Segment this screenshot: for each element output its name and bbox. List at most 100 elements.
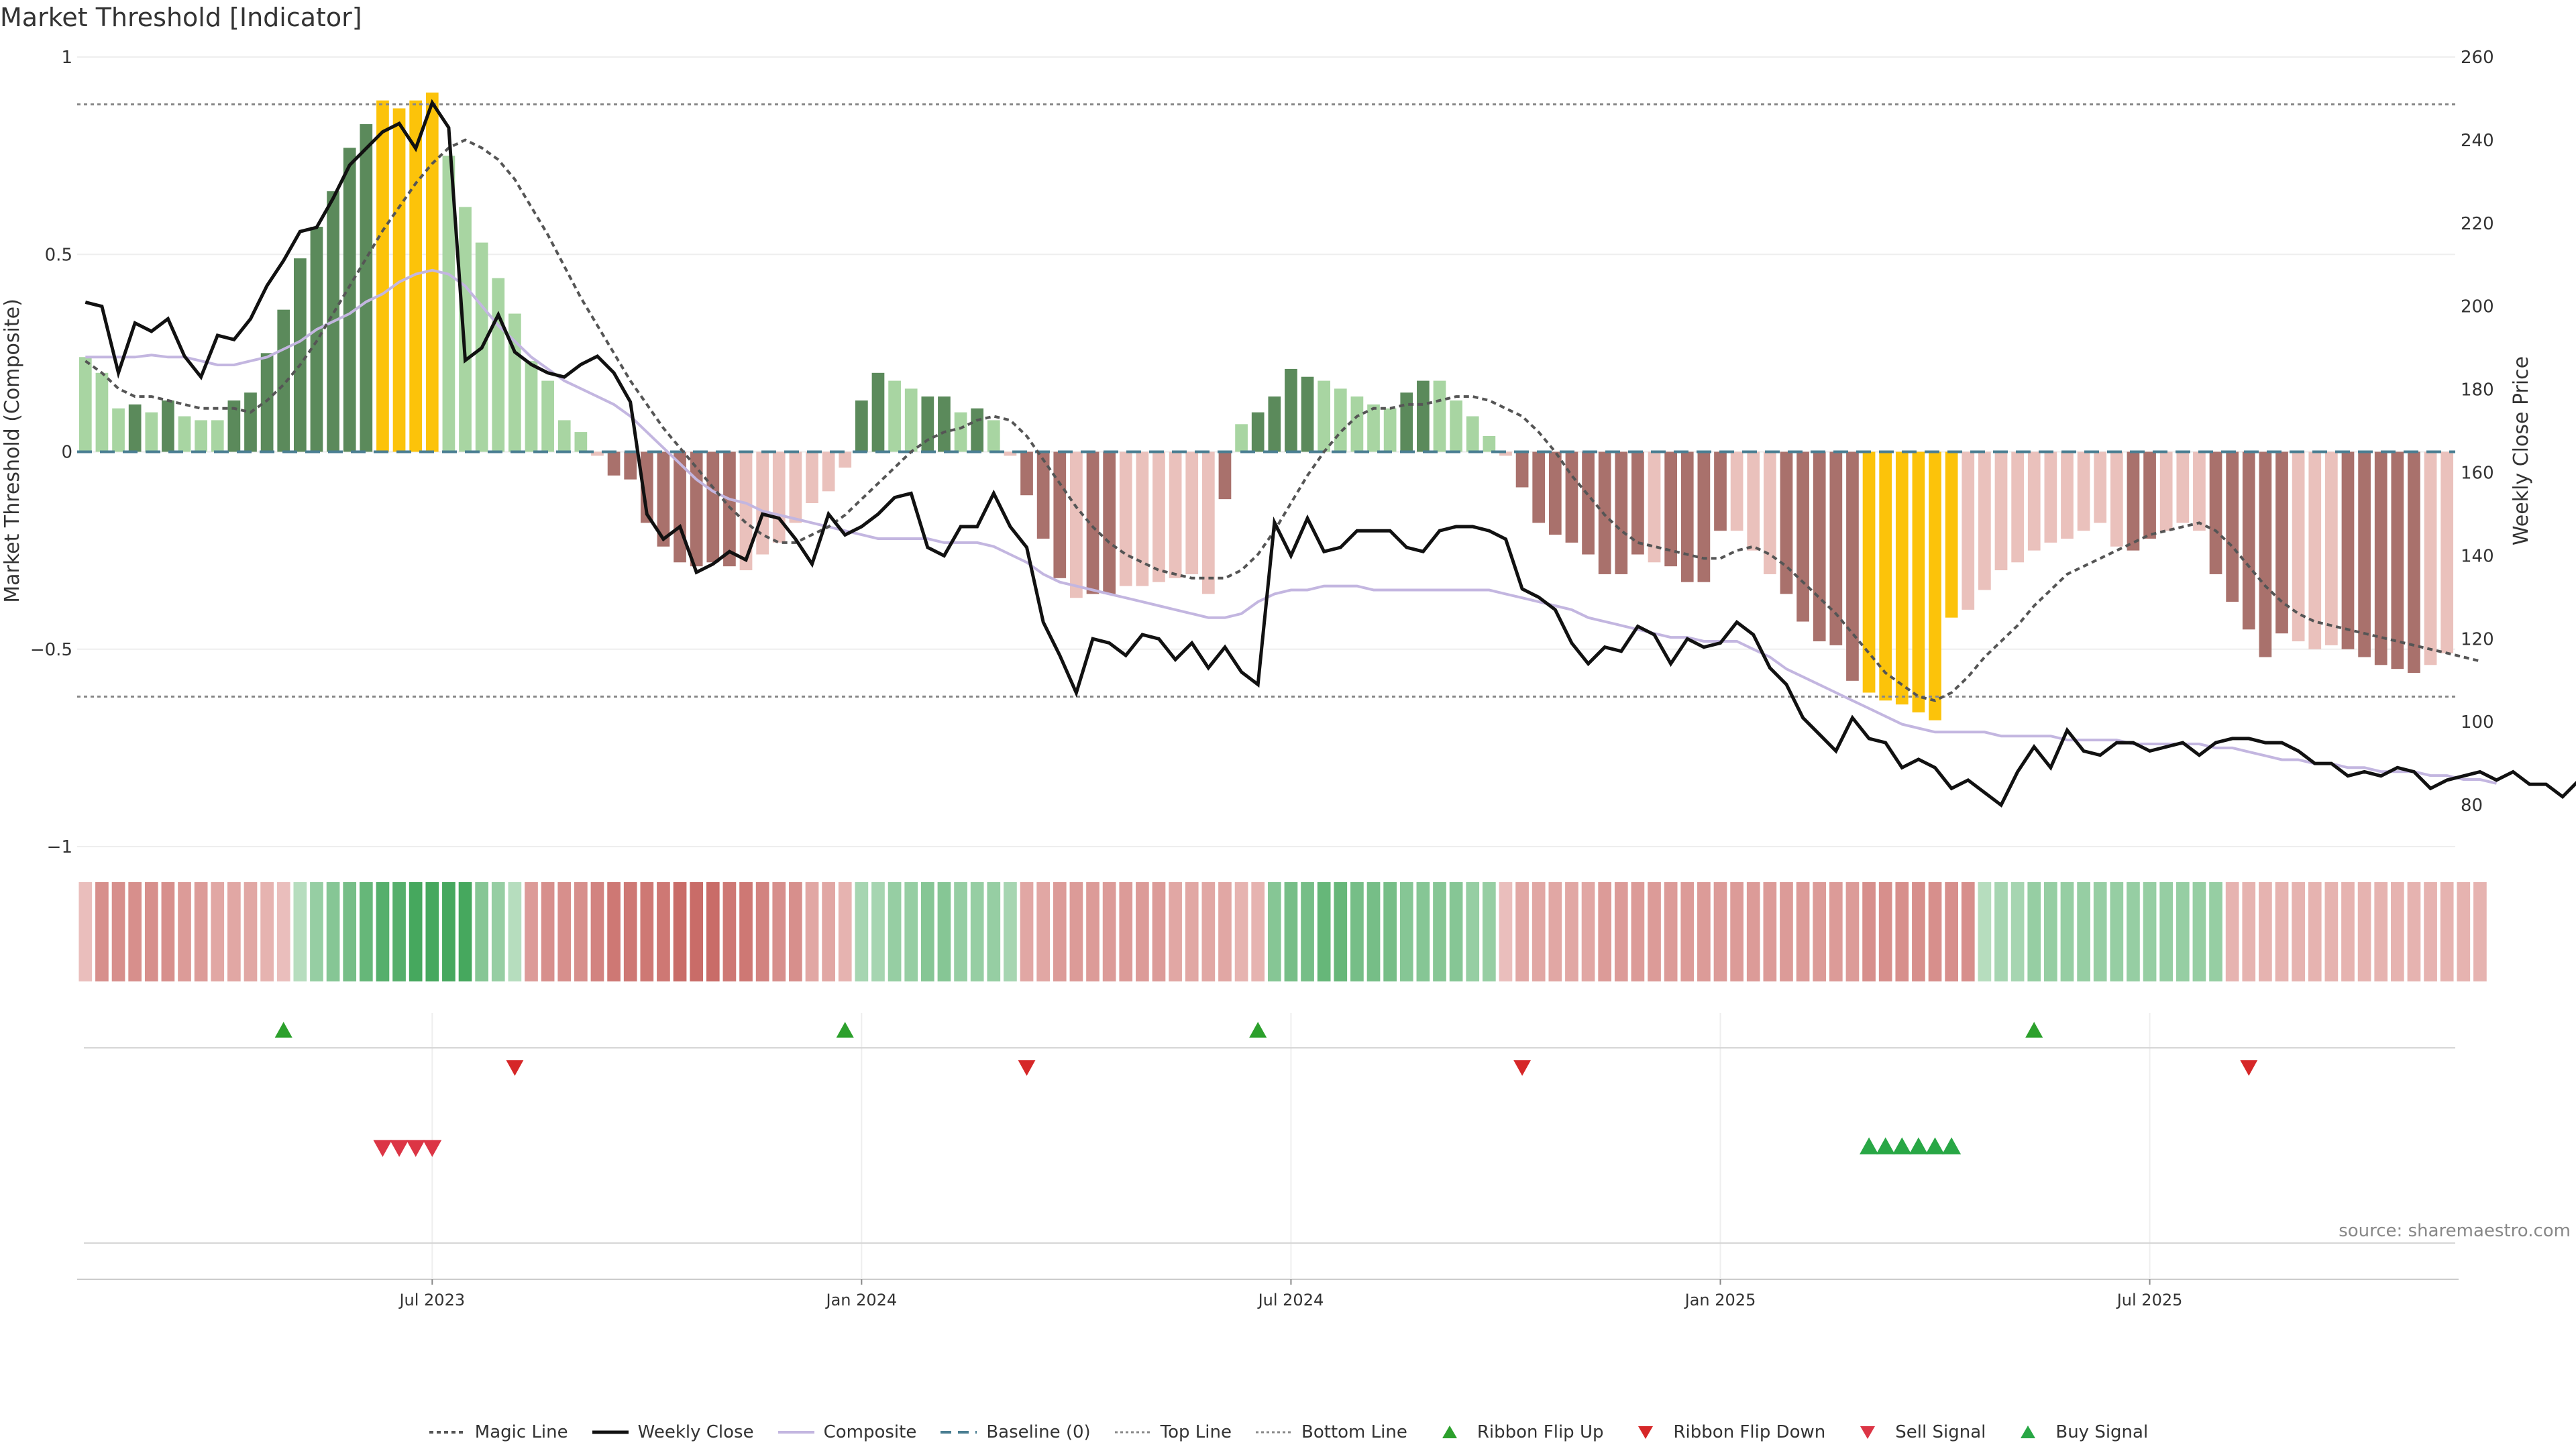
composite-bar	[1334, 388, 1347, 452]
composite-bar	[2408, 451, 2420, 674]
ribbon-cell	[1251, 882, 1265, 981]
ribbon-cell	[1366, 882, 1381, 981]
composite-bar	[2275, 451, 2288, 634]
composite-bar	[739, 451, 753, 571]
composite-bar	[1862, 451, 1876, 693]
ribbon-cell	[1746, 882, 1760, 981]
composite-bar	[723, 451, 736, 567]
buy-signal-marker	[1909, 1137, 1928, 1155]
ribbon-cell	[376, 882, 390, 981]
composite-bar	[1499, 451, 1512, 456]
ribbon-cell	[1845, 882, 1860, 981]
ribbon-cell	[2308, 882, 2322, 981]
ribbon-cell	[178, 882, 191, 981]
ribbon-cell	[1499, 882, 1513, 981]
ribbon-cell	[2292, 882, 2305, 981]
ribbon-cell	[1086, 882, 1099, 981]
ribbon-cell	[1680, 882, 1695, 981]
y-right-tick-label: 180	[2461, 380, 2494, 400]
ribbon-cell	[2077, 882, 2090, 981]
composite-bar	[525, 361, 538, 452]
ribbon-cell	[1020, 882, 1034, 981]
ribbon-cell	[1581, 882, 1595, 981]
composite-bar	[690, 451, 703, 567]
weekly-close-line	[85, 99, 2576, 808]
ribbon-cell	[2060, 882, 2074, 981]
ribbon-cell	[2225, 882, 2239, 981]
ribbon-cell	[425, 882, 439, 981]
ribbon-cell	[409, 882, 423, 981]
ribbon-cell	[326, 882, 340, 981]
x-tick-label: Jul 2023	[398, 1291, 465, 1309]
ribbon-cell	[2159, 882, 2174, 981]
buy-signal-marker	[1860, 1137, 1879, 1155]
ribbon-cell	[1713, 882, 1727, 981]
composite-bar	[128, 404, 142, 452]
composite-bar	[1846, 451, 1859, 681]
composite-bar	[1912, 451, 1925, 712]
composite-bar	[987, 420, 1000, 452]
composite-bar	[1813, 451, 1826, 641]
composite-bar	[806, 451, 818, 504]
composite-bar	[1483, 435, 1496, 452]
ribbon-cell	[2407, 882, 2421, 981]
ribbon-cell	[1416, 882, 1430, 981]
ribbon-cell	[1004, 882, 1017, 981]
composite-bar	[2440, 451, 2454, 653]
ribbon-cell	[2390, 882, 2404, 981]
ribbon-cell	[1945, 882, 1958, 981]
ribbon-cell	[657, 882, 670, 981]
composite-bar	[392, 108, 406, 452]
flip-down-marker	[1018, 1060, 1036, 1076]
ribbon-cell	[1350, 882, 1364, 981]
composite-bar	[1251, 412, 1265, 452]
ribbon-cell	[2044, 882, 2057, 981]
flip-down-marker	[1513, 1060, 1532, 1076]
composite-bar	[706, 451, 720, 563]
ribbon-cell	[1069, 882, 1083, 981]
composite-bar	[2226, 451, 2239, 602]
ribbon-cell	[954, 882, 967, 981]
legend-label: Buy Signal	[2055, 1422, 2149, 1442]
weekly_close-legend-swatch	[592, 1430, 629, 1434]
ribbon-cell	[144, 882, 158, 981]
legend-item: Ribbon Flip Down	[1626, 1422, 1825, 1442]
y-right-tick-label: 80	[2461, 796, 2483, 816]
composite-bar	[1268, 396, 1281, 452]
composite-bar	[1664, 451, 1677, 567]
composite-bar	[227, 400, 241, 452]
composite-bar	[1763, 451, 1776, 574]
composite-bar	[2143, 451, 2156, 539]
flip-up-marker	[2025, 1022, 2043, 1038]
ribbon-cell	[1994, 882, 2008, 981]
ribbon-cell	[1399, 882, 1413, 981]
legend-label: Baseline (0)	[986, 1422, 1091, 1442]
legend-item: Ribbon Flip Up	[1430, 1422, 1603, 1442]
ribbon-cell	[1053, 882, 1067, 981]
composite-bar	[1565, 451, 1578, 543]
ribbon-cell	[1796, 882, 1810, 981]
composite-bar	[1895, 451, 1909, 705]
composite-bar	[244, 392, 257, 452]
ribbon-cell	[1730, 882, 1743, 981]
ribbon-cell	[937, 882, 951, 981]
composite-bar	[2061, 451, 2074, 539]
legend-item: Baseline (0)	[939, 1422, 1091, 1442]
legend-item: Buy Signal	[2008, 1422, 2148, 1442]
ribbon-cell	[1201, 882, 1216, 981]
ribbon-cell	[1482, 882, 1496, 981]
ribbon-cell	[722, 882, 737, 981]
ribbon-cell	[343, 882, 357, 981]
composite-bar	[1036, 451, 1050, 539]
ribbon-cell	[2324, 882, 2339, 981]
composite-bar	[178, 416, 191, 452]
ribbon-cell	[1284, 882, 1298, 981]
composite-bar	[1417, 380, 1430, 452]
composite-bar	[1152, 451, 1165, 582]
composite-bar	[1450, 400, 1462, 452]
ribbon-cell	[95, 882, 109, 981]
composite-bar	[508, 313, 521, 452]
composite-bar	[1515, 451, 1529, 488]
composite-bar	[1929, 451, 1941, 720]
composite-bar	[1532, 451, 1546, 523]
